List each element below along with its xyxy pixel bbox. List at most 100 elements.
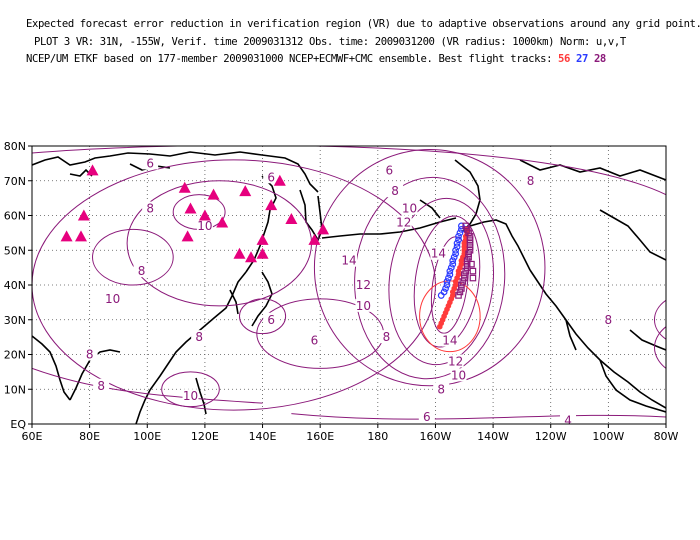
contour-line xyxy=(313,148,546,387)
track-point-blue xyxy=(455,232,462,240)
contour-line xyxy=(653,326,666,370)
coast-aleutians xyxy=(321,217,457,239)
contour-label-bg xyxy=(104,291,121,305)
track-point-purple xyxy=(463,264,471,271)
contour-line xyxy=(238,298,287,335)
x-tick-label: 160E xyxy=(306,430,334,443)
track-point-blue xyxy=(446,271,454,278)
y-tick-label: 60N xyxy=(4,210,26,223)
track-point-blue xyxy=(455,236,462,244)
title-line-3: NCEP/UM ETKF based on 177-member 2009031… xyxy=(26,53,606,65)
contour-label: 14 xyxy=(341,254,356,268)
contour-line xyxy=(354,176,506,380)
track-point-purple xyxy=(458,281,465,289)
station-marker xyxy=(273,174,286,186)
station-marker xyxy=(198,209,211,221)
coast-hudson xyxy=(599,209,666,261)
contour-line xyxy=(32,146,666,196)
y-tick-label: 40N xyxy=(4,279,26,292)
contour-line xyxy=(413,215,481,348)
track-point-blue xyxy=(447,264,455,272)
contour-label-bg xyxy=(355,278,372,291)
contour-label: 10 xyxy=(356,299,371,313)
contour-label: 8 xyxy=(605,313,613,327)
contour-label-bg xyxy=(81,347,98,361)
track-point-purple xyxy=(466,243,474,251)
contour-label-bg xyxy=(341,253,357,267)
track-point-blue xyxy=(442,285,449,292)
track-number-purple: 28 xyxy=(593,53,606,65)
y-tick-label: 30N xyxy=(4,314,26,327)
station-marker xyxy=(233,247,246,259)
contour-label: 8 xyxy=(437,382,445,396)
contour-label-bg xyxy=(522,173,539,187)
station-marker xyxy=(86,164,99,176)
track-point-purple xyxy=(466,233,474,240)
contour-label: 8 xyxy=(527,174,535,188)
track-point-blue xyxy=(452,246,460,254)
contour-label-bg xyxy=(142,156,159,170)
x-tick-label: 80W xyxy=(654,430,679,443)
contour-line xyxy=(32,367,263,404)
contour-label: 6 xyxy=(146,156,154,170)
station-marker xyxy=(317,223,330,235)
contour-label-bg xyxy=(401,201,418,215)
title-line-3-text: NCEP/UM ETKF based on 177-member 2009031… xyxy=(26,53,553,65)
station-marker xyxy=(207,188,220,200)
contour-label: 6 xyxy=(423,410,431,424)
station-marker xyxy=(181,230,194,242)
contour-label-bg xyxy=(355,298,372,312)
map-axes: 60E 80E 100E 120E 140E 160E 180 160W 140W 120W 100… xyxy=(4,140,679,443)
track-point-purple xyxy=(463,257,471,264)
track-point-blue xyxy=(453,239,461,247)
track-point-purple xyxy=(460,271,468,278)
contour-label: 6 xyxy=(386,163,394,177)
contour-label-bg xyxy=(263,312,280,326)
contour-label-bg xyxy=(191,330,208,344)
track-number-blue: 27 xyxy=(576,53,588,65)
station-marker xyxy=(245,251,258,263)
track-point-blue xyxy=(449,260,457,268)
track-point-purple xyxy=(459,278,467,285)
contour-line xyxy=(653,299,666,340)
station-marker xyxy=(256,247,269,259)
track-point-red xyxy=(464,226,470,233)
x-tick-label: 160W xyxy=(420,430,452,443)
x-tick-label: 60E xyxy=(22,430,43,443)
contour-line xyxy=(161,371,220,408)
flight-tracks xyxy=(436,222,477,330)
station-marker xyxy=(308,233,321,245)
y-tick-label: 50N xyxy=(4,244,26,257)
contour-label-bg xyxy=(672,337,688,350)
track-point-blue xyxy=(449,257,457,265)
station-marker xyxy=(77,209,90,221)
contour-label-bg xyxy=(142,201,159,215)
contour-label-bg xyxy=(387,184,404,198)
contour-label: 8 xyxy=(146,202,154,216)
contour-label: 10 xyxy=(687,320,700,334)
track-point-purple xyxy=(469,267,477,275)
contour-label-bg xyxy=(430,246,447,260)
track-point-blue xyxy=(456,229,464,237)
contour-label-bg xyxy=(600,312,617,326)
track-point-blue xyxy=(452,250,460,258)
contour-line xyxy=(388,197,495,366)
track-point-blue xyxy=(443,278,451,285)
track-number-red: 56 xyxy=(558,53,571,65)
x-tick-label: 120W xyxy=(535,430,567,443)
station-marker xyxy=(216,216,229,228)
contour-label-bg xyxy=(441,333,458,347)
track-point-purple xyxy=(466,246,474,254)
title-line-1: Expected forecast error reduction in ver… xyxy=(26,18,700,30)
track-point-blue xyxy=(453,243,461,251)
track-point-blue xyxy=(457,222,465,230)
y-tick-label: 70N xyxy=(4,175,26,188)
contour-label: 14 xyxy=(442,334,457,348)
x-tick-label: 80E xyxy=(79,430,100,443)
contour-label-bg xyxy=(381,163,398,177)
contour-line xyxy=(291,413,666,420)
station-marker xyxy=(265,199,278,211)
y-tick-label: 10N xyxy=(4,383,26,396)
contour-label: 10 xyxy=(105,292,120,306)
